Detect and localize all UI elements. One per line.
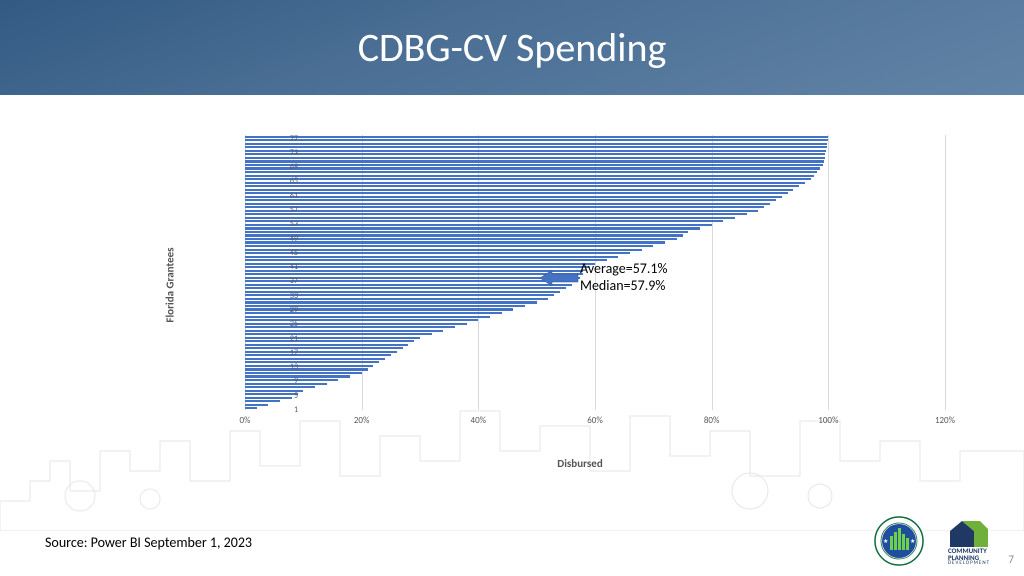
page-title: CDBG-CV Spending — [358, 23, 667, 72]
stats-annotation: Average=57.1% Median=57.9% — [580, 260, 668, 294]
bar — [245, 368, 368, 370]
x-tick-label: 0% — [240, 415, 251, 426]
bar — [245, 224, 712, 226]
y-tick-label: 69 — [268, 162, 298, 172]
bar — [245, 234, 683, 236]
svg-text:★: ★ — [883, 537, 888, 545]
y-tick-label: 5 — [268, 391, 298, 401]
page-number: 7 — [1008, 553, 1014, 566]
bar — [245, 199, 776, 201]
bar — [245, 157, 825, 159]
y-tick-label: 45 — [268, 248, 298, 258]
bar — [245, 344, 408, 346]
source-citation: Source: Power BI September 1, 2023 — [45, 534, 252, 551]
bar — [245, 238, 677, 240]
bar — [245, 139, 828, 141]
x-tick-label: 20% — [354, 415, 370, 426]
cpd-logo: COMMUNITY PLANNING DEVELOPMENT — [934, 516, 1004, 566]
bar — [245, 171, 817, 173]
bar-chart: Florida Grantees Disbursed 1591317212529… — [200, 135, 960, 435]
bar — [245, 372, 362, 374]
bar — [245, 287, 566, 289]
bar — [245, 361, 379, 363]
bar — [245, 196, 782, 198]
hud-seal-logo: ★ ★ — [874, 516, 924, 566]
title-bar: CDBG-CV Spending — [0, 0, 1024, 95]
bar — [245, 301, 537, 303]
bar — [245, 143, 827, 145]
x-tick-label: 40% — [471, 415, 487, 426]
x-tick-label: 60% — [587, 415, 603, 426]
bar — [245, 213, 747, 215]
bar — [245, 175, 814, 177]
bar — [245, 210, 758, 212]
grid-line — [945, 135, 946, 410]
bar — [245, 206, 764, 208]
bar — [245, 259, 607, 261]
x-tick-label: 120% — [935, 415, 955, 426]
bar — [245, 182, 805, 184]
bar — [245, 245, 653, 247]
average-label: Average=57.1% — [580, 260, 668, 277]
y-tick-label: 73 — [268, 148, 298, 158]
x-tick-label: 80% — [704, 415, 720, 426]
bar — [245, 192, 788, 194]
grid-line — [828, 135, 829, 410]
bar — [245, 316, 490, 318]
bar — [245, 330, 443, 332]
bar — [245, 252, 630, 254]
y-tick-label: 41 — [268, 262, 298, 272]
bar — [245, 273, 583, 275]
bar — [245, 404, 268, 406]
bar — [245, 249, 642, 251]
bar — [245, 167, 820, 169]
y-tick-label: 25 — [268, 319, 298, 329]
bar — [245, 231, 688, 233]
y-tick-label: 49 — [268, 234, 298, 244]
bar — [245, 203, 770, 205]
y-tick-label: 29 — [268, 305, 298, 315]
y-tick-label: 21 — [268, 334, 298, 344]
y-axis-label: Florida Grantees — [164, 247, 177, 322]
bar — [245, 185, 799, 187]
logo-group: ★ ★ COMMUNITY PLANNING DEVELOPMENT — [874, 516, 1004, 566]
bar — [245, 354, 391, 356]
bar — [245, 150, 826, 152]
y-tick-label: 1 — [268, 405, 298, 415]
bar — [245, 365, 373, 367]
bar — [245, 153, 825, 155]
annotation-arrow — [540, 268, 580, 288]
bar — [245, 358, 385, 360]
svg-text:★: ★ — [910, 537, 915, 545]
y-tick-label: 57 — [268, 205, 298, 215]
y-tick-label: 17 — [268, 348, 298, 358]
x-axis-label: Disbursed — [557, 457, 602, 470]
bar — [245, 178, 811, 180]
bar — [245, 146, 827, 148]
y-tick-label: 13 — [268, 362, 298, 372]
bar — [245, 256, 618, 258]
cpd-text-3: DEVELOPMENT — [948, 561, 990, 566]
y-tick-label: 9 — [268, 376, 298, 386]
bar — [245, 164, 823, 166]
y-tick-label: 61 — [268, 191, 298, 201]
bar — [245, 189, 793, 191]
bar — [245, 136, 828, 138]
bar — [245, 217, 735, 219]
y-tick-label: 65 — [268, 176, 298, 186]
bar — [245, 160, 824, 162]
bar — [245, 241, 665, 243]
bar — [245, 407, 257, 409]
y-tick-label: 33 — [268, 291, 298, 301]
y-tick-label: 53 — [268, 219, 298, 229]
bar — [245, 220, 723, 222]
y-tick-label: 37 — [268, 276, 298, 286]
x-tick-label: 100% — [818, 415, 838, 426]
y-tick-label: 77 — [268, 134, 298, 144]
bar — [245, 227, 700, 229]
median-label: Median=57.9% — [580, 277, 668, 294]
